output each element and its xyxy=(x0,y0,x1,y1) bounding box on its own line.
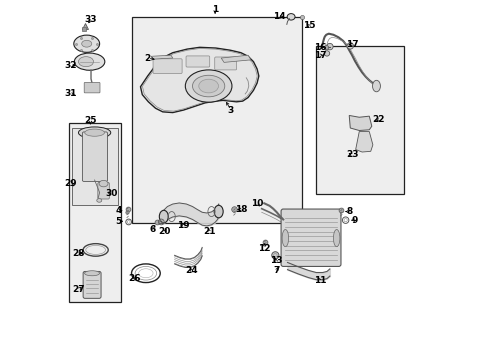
Text: 23: 23 xyxy=(345,150,358,159)
FancyBboxPatch shape xyxy=(316,45,403,194)
Ellipse shape xyxy=(214,205,223,218)
FancyBboxPatch shape xyxy=(131,17,301,223)
Text: 4: 4 xyxy=(115,206,121,215)
Text: 9: 9 xyxy=(351,216,357,225)
FancyBboxPatch shape xyxy=(281,209,340,266)
Text: 14: 14 xyxy=(272,12,285,21)
Ellipse shape xyxy=(99,180,108,187)
Ellipse shape xyxy=(326,43,332,50)
Ellipse shape xyxy=(372,80,380,92)
Polygon shape xyxy=(348,116,371,131)
Text: 7: 7 xyxy=(273,266,280,275)
FancyBboxPatch shape xyxy=(72,128,118,205)
Text: 3: 3 xyxy=(227,105,234,114)
Text: 10: 10 xyxy=(250,199,263,208)
Ellipse shape xyxy=(346,42,353,49)
Text: 29: 29 xyxy=(64,179,77,188)
Ellipse shape xyxy=(324,51,329,56)
FancyBboxPatch shape xyxy=(69,123,121,302)
FancyBboxPatch shape xyxy=(214,57,236,70)
Polygon shape xyxy=(151,55,172,59)
Text: 17: 17 xyxy=(345,40,358,49)
FancyBboxPatch shape xyxy=(185,56,209,67)
Text: 19: 19 xyxy=(177,221,189,230)
Ellipse shape xyxy=(78,57,93,67)
Ellipse shape xyxy=(159,210,168,223)
Polygon shape xyxy=(355,132,372,152)
Ellipse shape xyxy=(78,127,110,138)
Ellipse shape xyxy=(271,252,278,259)
Ellipse shape xyxy=(185,70,231,102)
Text: 20: 20 xyxy=(159,228,171,237)
Text: 12: 12 xyxy=(258,244,270,253)
Ellipse shape xyxy=(74,53,104,70)
Text: 24: 24 xyxy=(185,266,197,275)
Text: 18: 18 xyxy=(234,205,246,214)
Ellipse shape xyxy=(74,35,100,52)
Ellipse shape xyxy=(84,129,104,136)
Ellipse shape xyxy=(81,40,92,47)
Ellipse shape xyxy=(84,271,100,276)
FancyBboxPatch shape xyxy=(84,82,100,93)
Text: 1: 1 xyxy=(211,5,218,14)
Text: 27: 27 xyxy=(72,285,85,294)
Ellipse shape xyxy=(282,229,288,247)
Text: 16: 16 xyxy=(314,43,326,52)
Text: 25: 25 xyxy=(84,116,96,125)
Text: 13: 13 xyxy=(269,256,282,265)
Text: 30: 30 xyxy=(105,189,117,198)
Text: 26: 26 xyxy=(128,274,141,283)
Text: 5: 5 xyxy=(115,217,121,226)
Polygon shape xyxy=(140,47,258,113)
Text: 22: 22 xyxy=(372,115,385,124)
Text: 11: 11 xyxy=(313,276,325,285)
FancyBboxPatch shape xyxy=(98,183,109,199)
Text: 8: 8 xyxy=(346,207,352,216)
Text: 17: 17 xyxy=(314,51,326,60)
Ellipse shape xyxy=(97,199,102,202)
Ellipse shape xyxy=(286,14,294,20)
Text: 32: 32 xyxy=(64,61,77,70)
Ellipse shape xyxy=(192,75,224,97)
Ellipse shape xyxy=(198,79,218,93)
Text: 33: 33 xyxy=(84,15,97,24)
Polygon shape xyxy=(221,55,250,62)
FancyBboxPatch shape xyxy=(82,132,107,181)
Text: 31: 31 xyxy=(64,89,77,98)
FancyBboxPatch shape xyxy=(153,59,182,73)
Text: 28: 28 xyxy=(72,249,85,258)
Text: 21: 21 xyxy=(203,228,215,237)
Text: 2: 2 xyxy=(144,54,150,63)
Ellipse shape xyxy=(333,229,339,247)
Text: 6: 6 xyxy=(150,225,156,234)
Text: 15: 15 xyxy=(302,21,315,30)
FancyBboxPatch shape xyxy=(83,271,101,298)
